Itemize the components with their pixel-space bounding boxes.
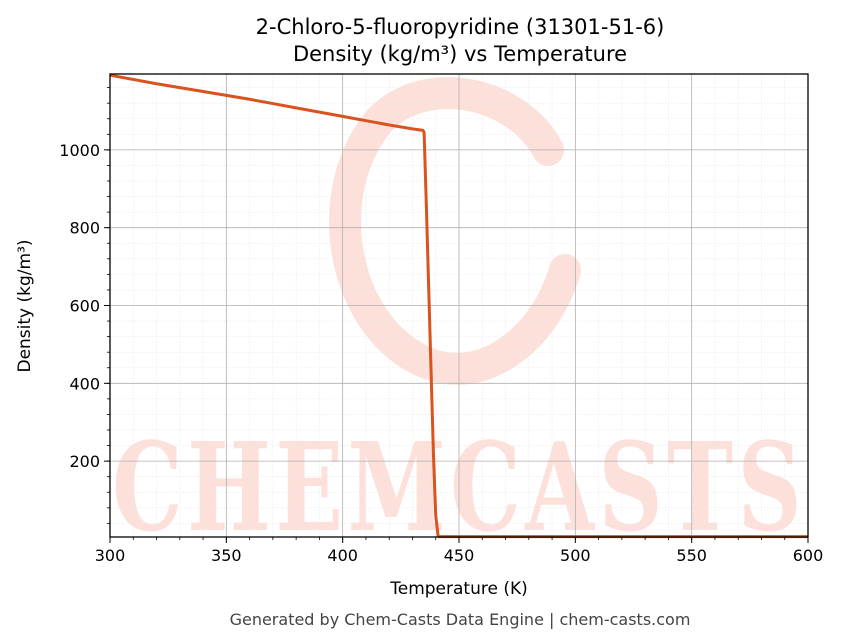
x-axis-ticks: 300 350 400 450 500 550 600 bbox=[95, 537, 824, 565]
y-tick-label: 400 bbox=[69, 374, 100, 393]
x-tick-label: 450 bbox=[444, 546, 475, 565]
x-axis-label: Temperature (K) bbox=[389, 579, 528, 599]
chart-subtitle: Density (kg/m³) vs Temperature bbox=[293, 42, 627, 66]
chart-title: 2-Chloro-5-fluoropyridine (31301-51-6) bbox=[256, 15, 665, 39]
y-axis-ticks: 200 400 600 800 1000 bbox=[59, 87, 110, 524]
y-tick-label: 200 bbox=[69, 452, 100, 471]
watermark-c-arc bbox=[329, 77, 581, 385]
density-line bbox=[109, 73, 808, 539]
x-tick-label: 350 bbox=[211, 546, 242, 565]
y-axis-label: Density (kg/m³) bbox=[15, 239, 35, 372]
x-tick-label: 600 bbox=[793, 546, 824, 565]
x-tick-label: 550 bbox=[676, 546, 707, 565]
x-tick-label: 400 bbox=[327, 546, 358, 565]
x-tick-label: 500 bbox=[560, 546, 591, 565]
footer-credit: Generated by Chem-Casts Data Engine | ch… bbox=[230, 610, 691, 629]
y-tick-label: 600 bbox=[69, 297, 100, 316]
y-tick-label: 800 bbox=[69, 219, 100, 238]
x-tick-label: 300 bbox=[95, 546, 126, 565]
y-tick-label: 1000 bbox=[59, 141, 100, 160]
